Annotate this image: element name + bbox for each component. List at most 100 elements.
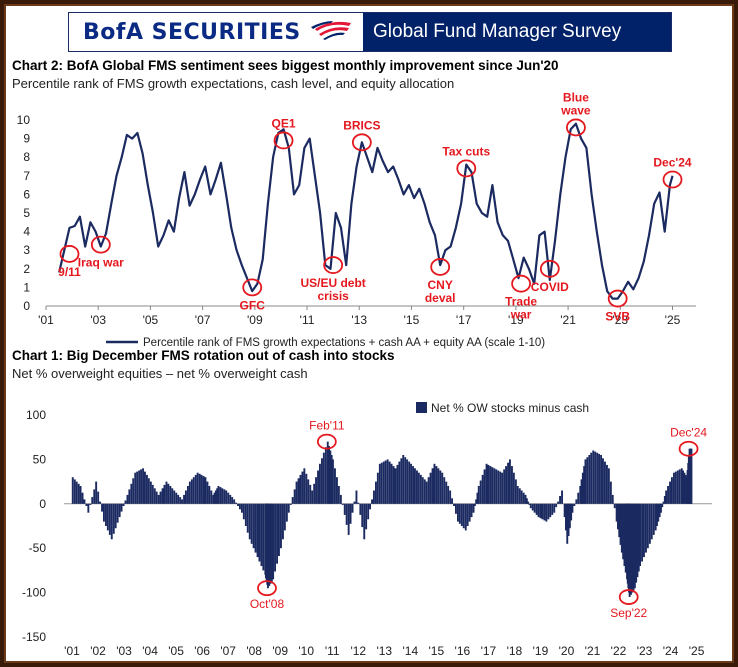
bar (577, 492, 580, 504)
legend-swatch (416, 402, 427, 413)
bar (101, 503, 103, 512)
bar (196, 472, 199, 504)
bar (155, 491, 158, 504)
bar (394, 468, 397, 504)
bar (345, 503, 348, 525)
bar (427, 477, 430, 504)
bar (590, 452, 593, 504)
bar (349, 503, 352, 524)
bar (159, 491, 162, 504)
bar (400, 458, 403, 504)
bar (543, 503, 546, 521)
bar (547, 503, 550, 520)
bar (566, 503, 569, 544)
y-tick-label: 8 (23, 150, 30, 164)
bar (545, 503, 548, 522)
annotation-label: Dec'24 (653, 156, 692, 170)
bar (386, 459, 389, 504)
bar (669, 481, 671, 504)
bar (410, 463, 412, 504)
bar (175, 492, 178, 504)
bar (258, 503, 261, 562)
bar (615, 503, 618, 522)
bar (373, 490, 375, 504)
bar (402, 455, 405, 504)
bar (447, 486, 450, 504)
bar (272, 503, 275, 580)
bar (555, 503, 558, 508)
survey-title: Global Fund Manager Survey (363, 13, 671, 51)
bar (106, 503, 109, 531)
bar (157, 494, 160, 504)
bar (476, 492, 479, 504)
bar (584, 459, 587, 504)
x-tick-label: '16 (455, 644, 471, 658)
bar (73, 479, 76, 504)
bar (579, 486, 582, 504)
bar (307, 479, 310, 504)
bar (596, 452, 599, 504)
bar (682, 470, 684, 504)
bar (95, 481, 98, 504)
bar (493, 468, 496, 504)
bar (87, 503, 90, 513)
header-banner: BofA SECURITIES Global Fund Manager Surv… (68, 12, 672, 52)
annotation-label: US/EU debt (300, 276, 365, 290)
bar (165, 481, 168, 504)
bar (667, 486, 669, 504)
x-tick-label: '18 (507, 644, 523, 658)
annotation-label: deval (425, 291, 456, 305)
bar (315, 477, 317, 504)
bar (280, 503, 282, 549)
bar (531, 503, 534, 511)
bar (604, 461, 606, 504)
bar (309, 484, 312, 504)
bar (204, 477, 207, 504)
bar (122, 503, 125, 506)
bar (497, 470, 500, 504)
chart1-title: Chart 1: Big December FMS rotation out o… (12, 348, 395, 363)
bar (648, 503, 651, 544)
bar (79, 486, 82, 504)
bar (321, 458, 323, 504)
bar (329, 450, 332, 504)
bar (520, 490, 523, 504)
bar (192, 477, 195, 504)
bar (652, 503, 655, 535)
bar (241, 503, 243, 513)
x-tick-label: '23 (637, 644, 653, 658)
bar (673, 472, 675, 504)
y-tick-label: -150 (22, 630, 46, 644)
bar (650, 503, 653, 540)
y-tick-label: 3 (23, 243, 30, 257)
bar (633, 503, 636, 589)
x-tick-label: '22 (611, 644, 627, 658)
bar (404, 457, 407, 504)
bar (412, 466, 414, 504)
bar (85, 503, 88, 506)
bar (684, 474, 687, 504)
x-tick-label: '06 (194, 644, 210, 658)
bar (509, 459, 511, 504)
bar (169, 486, 172, 504)
bar (246, 503, 249, 533)
annotation-circle (511, 274, 532, 293)
bar (518, 488, 521, 504)
bar (623, 503, 626, 566)
x-tick-label: '13 (351, 313, 367, 327)
bar (375, 481, 377, 504)
x-tick-label: '04 (142, 644, 158, 658)
brand-name: BofA SECURITIES (83, 19, 301, 45)
bar (351, 503, 354, 513)
bar (503, 469, 506, 504)
bar (408, 461, 411, 504)
bar (643, 503, 645, 558)
bar (208, 486, 211, 504)
bar (568, 503, 571, 529)
bar (355, 490, 358, 504)
bar (392, 466, 395, 504)
chart1-subtitle: Net % overweight equities – net % overwe… (12, 366, 308, 381)
bar (149, 481, 152, 504)
x-tick-label: '23 (612, 313, 628, 327)
bar (581, 472, 584, 504)
